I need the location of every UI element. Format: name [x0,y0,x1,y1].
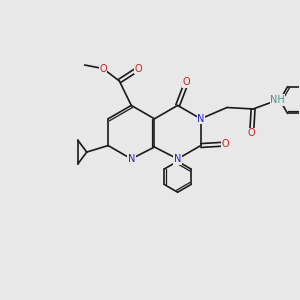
Text: O: O [221,139,229,149]
Text: O: O [99,64,107,74]
Text: N: N [174,154,181,164]
Text: O: O [183,77,190,87]
Text: N: N [128,154,135,164]
Text: N: N [197,114,205,124]
Text: NH: NH [270,95,285,105]
Text: O: O [135,64,142,74]
Text: O: O [248,128,255,138]
